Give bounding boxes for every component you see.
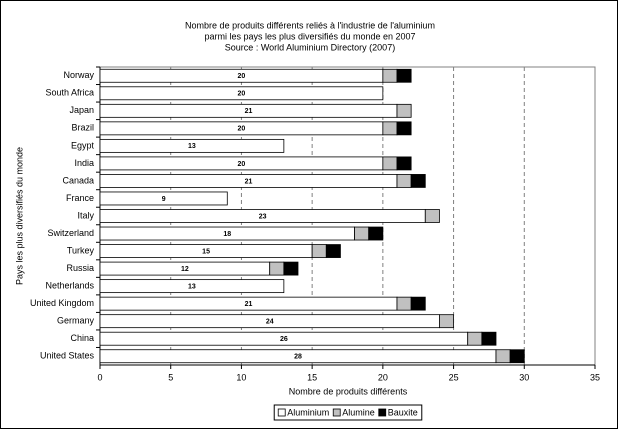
chart-title: parmi les pays les plus diversifiés du m… [204,31,415,41]
x-tick-label: 10 [236,372,246,382]
bar-segment [382,121,398,136]
y-tick-label: India [74,158,94,168]
x-tick-label: 25 [449,372,459,382]
bar-segment [99,86,384,101]
bar-segment [481,331,497,346]
data-label: 9 [162,196,166,203]
bar-segment [396,103,412,118]
bar-segment [424,209,440,223]
bar-segment [396,156,412,171]
bar-segment [99,138,285,153]
x-tick-label: 0 [97,372,102,382]
chart-title: Nombre de produits différents reliés à l… [185,20,435,30]
bar-segment [410,296,426,311]
bar-segment [269,261,285,276]
bar-segment [99,191,228,206]
y-tick-label: South Africa [45,88,94,98]
x-tick-label: 20 [378,372,388,382]
data-label: 13 [188,143,196,150]
bar-segment [283,261,299,276]
bar-segment [382,156,398,171]
data-label: 23 [259,213,267,220]
data-label: 26 [280,336,288,343]
data-label: 21 [245,108,253,115]
legend-label: Aluminium [287,407,329,417]
data-label: 28 [294,354,302,361]
y-tick-label: Turkey [67,245,95,255]
y-tick-label: Brazil [71,123,94,133]
bar-segment [410,174,426,188]
bar-segment [396,174,412,188]
data-label: 20 [238,91,246,98]
y-tick-label: Russia [66,263,94,273]
y-tick-label: United States [40,351,95,361]
bar-segment [509,349,525,364]
x-tick-label: 30 [519,372,529,382]
data-label: 15 [202,248,210,255]
x-tick-label: 5 [168,372,173,382]
data-label: 13 [188,283,196,290]
bar-segment [99,279,285,294]
x-tick-label: 15 [307,372,317,382]
legend-label: Alumine [342,407,375,417]
y-tick-label: United Kingdom [30,298,94,308]
y-tick-label: Japan [69,105,94,115]
legend-label: Bauxite [388,407,418,417]
y-tick-label: Canada [62,175,94,185]
x-axis-label: Nombre de produits différents [289,386,408,396]
y-tick-label: Germany [57,316,95,326]
y-tick-label: Norway [63,70,94,80]
y-tick-label: China [70,333,94,343]
y-axis-label: Pays les plus diversifiés du monde [14,147,24,285]
x-tick-label: 35 [590,372,600,382]
bar-segment [368,226,384,241]
y-tick-label: Netherlands [45,280,94,290]
data-label: 20 [238,161,246,168]
y-tick-label: Switzerland [47,228,94,238]
chart-title: Source : World Aluminium Directory (2007… [225,42,395,52]
data-label: 20 [238,126,246,133]
y-tick-label: Italy [77,210,94,220]
bar-segment [396,296,412,311]
y-tick-label: France [66,193,94,203]
bar-segment [354,226,370,241]
data-label: 24 [266,319,274,326]
bar-segment [325,244,341,258]
legend-swatch [332,408,341,417]
data-label: 21 [245,178,253,185]
legend-swatch [277,408,286,417]
bar-segment [439,314,454,329]
data-label: 18 [223,231,231,238]
data-label: 21 [245,301,253,308]
bar-segment [396,121,412,136]
y-tick-label: Egypt [71,140,95,150]
bar-segment [467,331,483,346]
bar-segment [382,68,398,83]
bar-segment [311,244,327,258]
data-label: 12 [181,266,189,273]
bar-segment [495,349,511,364]
bar-segment [396,68,412,83]
data-label: 20 [238,73,246,80]
legend-swatch [378,408,387,417]
